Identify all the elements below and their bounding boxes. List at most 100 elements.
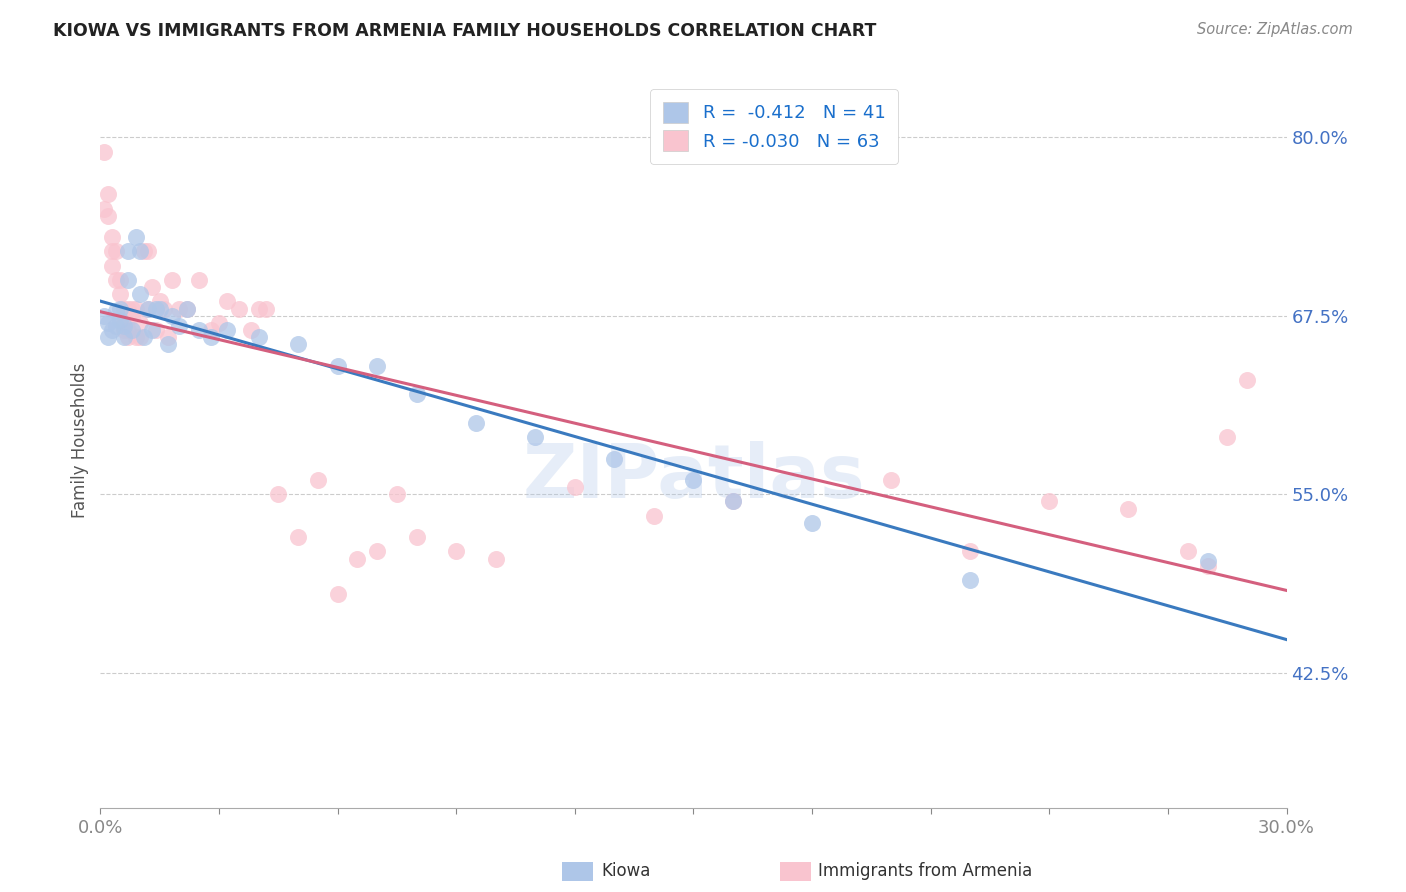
Point [105, 273, 128, 287]
Point [215, 323, 238, 337]
Text: Kiowa: Kiowa [602, 863, 651, 880]
Point [160, 309, 183, 323]
Point [188, 323, 211, 337]
Point [101, 323, 124, 337]
Point [136, 244, 159, 259]
Point [465, 416, 488, 430]
Text: Source: ZipAtlas.com: Source: ZipAtlas.com [1197, 22, 1353, 37]
Point [121, 301, 143, 316]
Point [145, 323, 167, 337]
Point [93, 202, 115, 216]
Point [121, 309, 143, 323]
Point [405, 387, 427, 401]
Point [880, 473, 903, 487]
Point [101, 230, 124, 244]
Point [366, 359, 388, 373]
Point [1118, 501, 1140, 516]
Point [121, 323, 143, 337]
Point [176, 301, 198, 316]
Legend: R =  -0.412   N = 41, R = -0.030   N = 63: R = -0.412 N = 41, R = -0.030 N = 63 [650, 89, 898, 163]
Point [239, 323, 262, 337]
Point [603, 451, 626, 466]
Point [108, 301, 131, 316]
Point [97, 316, 120, 330]
Point [326, 359, 349, 373]
Point [117, 330, 139, 344]
Point [149, 301, 172, 316]
Point [108, 313, 131, 327]
Point [444, 544, 467, 558]
Point [105, 318, 128, 333]
Point [169, 301, 191, 316]
Point [156, 337, 179, 351]
Point [405, 530, 427, 544]
Point [682, 473, 704, 487]
Point [564, 480, 586, 494]
Point [97, 209, 120, 223]
Point [101, 259, 124, 273]
Point [385, 487, 408, 501]
Point [141, 280, 163, 294]
Point [721, 494, 744, 508]
Point [97, 330, 120, 344]
Point [200, 323, 222, 337]
Point [117, 273, 139, 287]
Point [307, 473, 329, 487]
Point [254, 301, 277, 316]
Point [287, 530, 309, 544]
Point [136, 301, 159, 316]
Point [97, 187, 120, 202]
Point [145, 301, 167, 316]
Point [117, 244, 139, 259]
Point [105, 244, 128, 259]
Point [524, 430, 547, 444]
Point [125, 301, 148, 316]
Point [1197, 554, 1219, 568]
Point [141, 323, 163, 337]
Point [112, 318, 135, 333]
Point [112, 301, 135, 316]
Point [105, 304, 128, 318]
Point [485, 551, 508, 566]
Point [366, 544, 388, 558]
Point [1038, 494, 1060, 508]
Point [959, 544, 981, 558]
Point [132, 244, 155, 259]
Point [136, 301, 159, 316]
Point [112, 330, 135, 344]
Point [149, 294, 172, 309]
Point [128, 287, 150, 301]
Point [128, 244, 150, 259]
Point [176, 301, 198, 316]
Point [1216, 430, 1239, 444]
Point [125, 230, 148, 244]
Point [959, 573, 981, 587]
Y-axis label: Family Households: Family Households [72, 363, 89, 518]
Point [117, 323, 139, 337]
Point [156, 330, 179, 344]
Point [152, 301, 174, 316]
Point [287, 337, 309, 351]
Point [160, 273, 183, 287]
Point [117, 301, 139, 316]
Text: ZIPatlas: ZIPatlas [522, 441, 865, 514]
Point [169, 318, 191, 333]
Point [108, 287, 131, 301]
Point [112, 316, 135, 330]
Point [1236, 373, 1258, 387]
Text: Immigrants from Armenia: Immigrants from Armenia [818, 863, 1032, 880]
Point [93, 145, 115, 159]
Point [247, 330, 270, 344]
Point [128, 316, 150, 330]
Point [721, 494, 744, 508]
Point [346, 551, 368, 566]
Point [132, 330, 155, 344]
Point [112, 323, 135, 337]
Point [108, 273, 131, 287]
Point [1177, 544, 1199, 558]
Point [101, 244, 124, 259]
Point [247, 301, 270, 316]
Point [1197, 558, 1219, 573]
Point [801, 516, 824, 530]
Point [125, 330, 148, 344]
